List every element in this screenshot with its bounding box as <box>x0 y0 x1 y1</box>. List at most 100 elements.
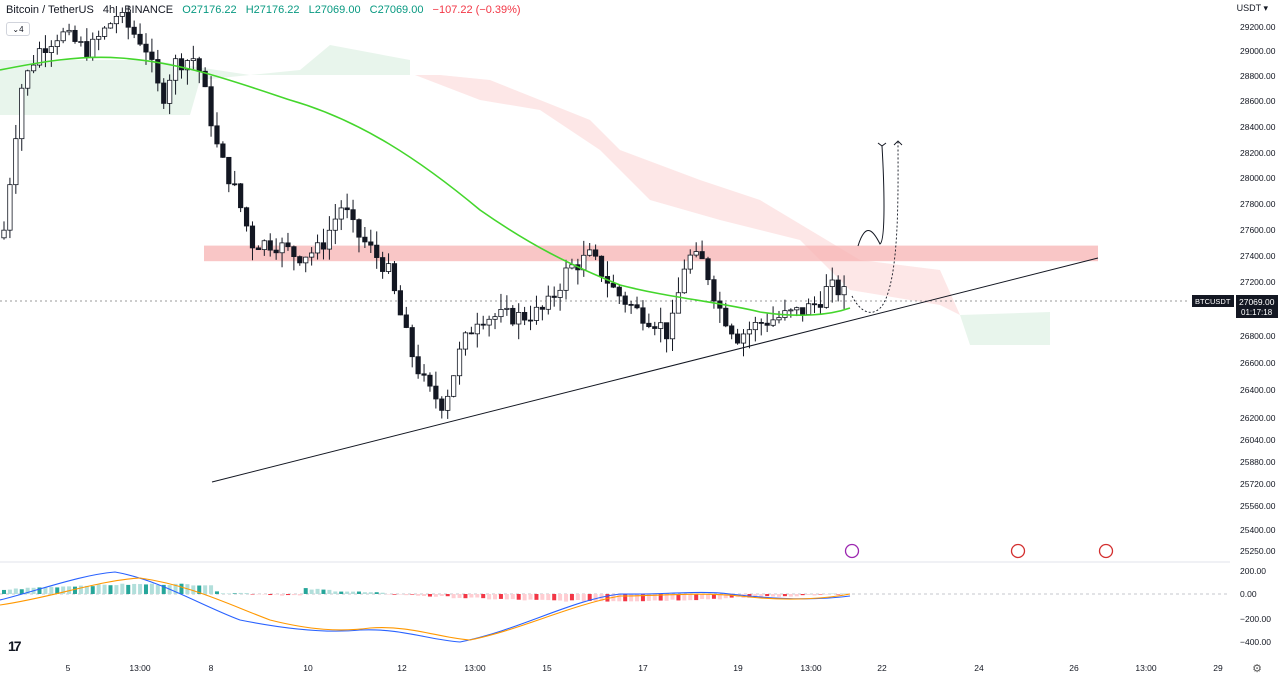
price-tick-label: 27200.00 <box>1240 277 1276 287</box>
macd-histogram-bar <box>451 594 456 599</box>
currency-selector[interactable]: USDT ▾ <box>1236 3 1268 13</box>
candle <box>72 25 78 44</box>
macd-histogram-bar <box>179 583 184 594</box>
macd-histogram-bar <box>203 585 208 594</box>
macd-histogram-bar <box>126 584 131 594</box>
time-tick-label: 19 <box>733 663 743 673</box>
macd-histogram-bar <box>398 594 403 595</box>
candle <box>539 305 545 321</box>
candle <box>764 313 770 333</box>
event-icon <box>844 543 860 559</box>
macd-histogram-bar <box>493 594 498 600</box>
price-tick-label: 28200.00 <box>1240 148 1276 158</box>
macd-histogram-bar <box>765 594 770 597</box>
macd-histogram-bar <box>836 594 841 595</box>
candle <box>119 7 125 24</box>
candle <box>527 305 534 331</box>
macd-histogram-bar <box>25 587 30 594</box>
macd-histogram-bar <box>356 591 361 594</box>
candle <box>380 251 386 279</box>
candle <box>516 303 522 340</box>
gear-icon[interactable]: ⚙ <box>1252 663 1262 675</box>
candle <box>255 245 261 251</box>
candle <box>522 306 528 326</box>
candle <box>338 200 344 231</box>
macd-histogram-bar <box>315 588 320 594</box>
interval-label: 4h <box>102 4 116 16</box>
macd-histogram-bar <box>694 594 699 601</box>
macd-histogram-bar <box>587 594 592 602</box>
ohlc-close: C27069.00 <box>369 4 424 16</box>
macd-histogram-bar <box>640 594 645 602</box>
price-tick-label: 25400.00 <box>1240 525 1276 535</box>
macd-histogram-bar <box>664 594 669 601</box>
candle <box>101 26 108 40</box>
macd-histogram-bar <box>830 593 835 595</box>
ascending-trendline <box>211 257 1099 483</box>
macd-tick-label: −200.00 <box>1240 614 1271 624</box>
countdown-label: 01:17:18 <box>1241 308 1273 317</box>
candle <box>451 375 457 398</box>
candle <box>575 258 581 285</box>
candle <box>622 291 628 313</box>
candle <box>486 315 492 337</box>
macd-histogram-bar <box>191 585 196 594</box>
candle <box>202 67 208 88</box>
macd-histogram-bar <box>558 594 563 601</box>
macd-histogram-bar <box>321 589 326 594</box>
candle <box>238 182 244 213</box>
candle <box>131 20 137 39</box>
price-tick-label: 26600.00 <box>1240 358 1276 368</box>
macd-histogram-bar <box>475 594 480 598</box>
candle <box>829 267 835 303</box>
candle <box>232 170 238 187</box>
candle <box>557 283 563 311</box>
candle <box>752 316 758 342</box>
macd-histogram-bar <box>806 594 811 595</box>
ichimoku-cloud-red <box>415 75 960 315</box>
macd-histogram-bar <box>274 594 279 595</box>
macd-histogram-bar <box>717 594 722 600</box>
macd-histogram-bar <box>143 584 148 594</box>
candle <box>66 23 72 36</box>
candle <box>320 228 327 260</box>
candle <box>113 6 120 34</box>
time-tick-label: 17 <box>638 663 648 673</box>
candle <box>664 322 670 353</box>
candle <box>303 256 309 273</box>
moving-average-line <box>0 56 851 316</box>
candle <box>356 218 362 253</box>
macd-histogram-bar <box>7 589 12 594</box>
candle <box>693 242 699 258</box>
macd-histogram-bar <box>374 592 379 594</box>
candle <box>421 364 427 382</box>
macd-histogram-bar <box>220 593 225 594</box>
macd-histogram-bar <box>149 583 154 594</box>
candle <box>96 30 102 51</box>
macd-histogram-bar <box>842 593 847 594</box>
candle <box>563 259 569 300</box>
indicator-toggle[interactable]: ⌄ 4 <box>6 22 30 36</box>
macd-histogram-bar <box>268 594 273 596</box>
macd-histogram-bar <box>658 594 663 601</box>
price-tick-label: 28400.00 <box>1240 122 1276 132</box>
ohlc-low: L27069.00 <box>308 4 361 16</box>
chevron-down-icon: ▾ <box>1263 3 1268 13</box>
candle <box>427 372 433 392</box>
macd-histogram-bar <box>469 594 474 598</box>
macd-histogram-bar <box>771 594 776 597</box>
candle <box>48 40 54 67</box>
macd-histogram-bar <box>84 585 89 594</box>
macd-histogram-bar <box>339 591 344 594</box>
price-tick-label: 28800.00 <box>1240 71 1276 81</box>
macd-histogram-bar <box>345 591 350 594</box>
candle <box>309 247 315 266</box>
macd-histogram-bar <box>759 594 764 598</box>
macd-histogram-bar <box>522 594 527 601</box>
symbol-header[interactable]: Bitcoin / TetherUS 4h BINANCE O27176.22 … <box>6 4 527 16</box>
macd-histogram-bar <box>78 585 83 594</box>
macd-histogram-bar <box>575 594 580 601</box>
macd-histogram-bar <box>629 594 634 602</box>
